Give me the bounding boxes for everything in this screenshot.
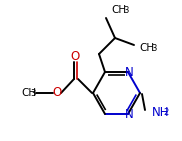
- Text: O: O: [52, 86, 62, 100]
- Text: CH: CH: [21, 88, 36, 98]
- Text: NH: NH: [152, 106, 169, 120]
- Text: 3: 3: [151, 44, 156, 53]
- Text: CH: CH: [111, 5, 126, 15]
- Text: 3: 3: [30, 89, 35, 98]
- Text: 2: 2: [163, 108, 168, 117]
- Text: 3: 3: [123, 6, 128, 15]
- Text: O: O: [70, 50, 80, 63]
- Text: N: N: [125, 66, 133, 79]
- Text: CH: CH: [139, 43, 154, 53]
- Text: N: N: [125, 107, 133, 121]
